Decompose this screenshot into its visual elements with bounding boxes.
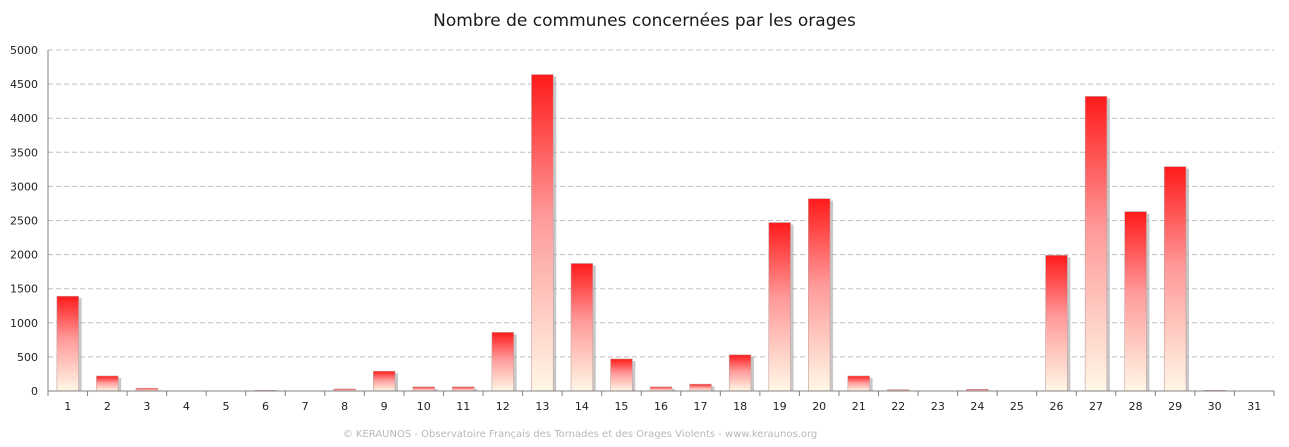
bar-day-2: [96, 375, 119, 392]
bar-day-19: [768, 222, 791, 392]
bar-day-17: [689, 383, 712, 392]
x-tick-label: 1: [64, 400, 71, 413]
x-tick-label: 28: [1129, 400, 1143, 413]
x-tick-label: 30: [1208, 400, 1222, 413]
bar-day-10: [412, 386, 435, 392]
x-tick-label: 2: [104, 400, 111, 413]
bar-day-27: [1084, 96, 1108, 392]
y-tick-label: 3000: [10, 180, 38, 193]
x-tick-label: 11: [456, 400, 470, 413]
x-tick-label: 17: [694, 400, 708, 413]
y-tick-label: 1000: [10, 317, 38, 330]
bar-day-9: [372, 370, 396, 392]
bar-day-14: [570, 263, 594, 392]
x-tick-label: 12: [496, 400, 510, 413]
x-tick-label: 19: [773, 400, 787, 413]
chart-title: Nombre de communes concernées par les or…: [433, 11, 856, 31]
y-tick-label: 4500: [10, 78, 38, 91]
x-tick-label: 18: [733, 400, 747, 413]
y-tick-label: 500: [17, 351, 38, 364]
x-tick-label: 13: [535, 400, 549, 413]
bar-day-11: [452, 386, 475, 392]
x-axis: 1 2 3 4 5 6 7 8 9 10 11 12 13 14 15 16 17 18 19 20 21 22 23 24 2…: [47, 50, 1275, 413]
x-tick-label: 7: [302, 400, 309, 413]
copyright-footer: © KERAUNOS - Observatoire Français des T…: [342, 429, 818, 440]
bar-day-12: [491, 332, 514, 392]
y-tick-label: 2500: [10, 215, 38, 228]
y-tick-label: 4000: [10, 112, 38, 125]
x-tick-label: 10: [417, 400, 431, 413]
x-tick-label: 16: [654, 400, 668, 413]
x-tick-label: 31: [1247, 400, 1261, 413]
y-tick-label: 1500: [10, 283, 38, 296]
x-tick-label: 8: [341, 400, 348, 413]
x-tick-label: 4: [183, 400, 190, 413]
x-tick-label: 22: [891, 400, 905, 413]
bar-day-18: [728, 354, 752, 392]
gridlines: [48, 49, 1274, 358]
y-tick-label: 0: [31, 385, 38, 398]
x-tick-label: 24: [970, 400, 984, 413]
bar-day-13: [531, 74, 554, 392]
x-tick-label: 9: [381, 400, 388, 413]
x-tick-label: 26: [1049, 400, 1063, 413]
bars: [56, 74, 1226, 392]
x-tick-label: 3: [143, 400, 150, 413]
bar-day-21: [847, 375, 870, 392]
bar-day-16: [649, 386, 673, 392]
y-tick-label: 2000: [10, 249, 38, 262]
bar-day-29: [1163, 166, 1187, 392]
x-tick-label: 5: [222, 400, 229, 413]
x-tick-label: 27: [1089, 400, 1103, 413]
bar-day-28: [1124, 211, 1147, 392]
y-tick-label: 3500: [10, 146, 38, 159]
x-tick-label: 6: [262, 400, 269, 413]
bar-day-20: [808, 198, 831, 392]
x-tick-label: 15: [614, 400, 628, 413]
y-tick-label: 5000: [10, 44, 38, 57]
bar-day-26: [1045, 254, 1068, 392]
x-tick-label: 25: [1010, 400, 1024, 413]
y-axis-ticks: 0 500 1000 1500 2000 2500 3000 3500 4000 4500 5000: [10, 44, 38, 398]
x-tick-label: 20: [812, 400, 826, 413]
bar-day-15: [610, 358, 633, 392]
bar-day-1: [56, 295, 79, 392]
x-tick-label: 21: [852, 400, 866, 413]
x-tick-label: 23: [931, 400, 945, 413]
x-tick-label: 14: [575, 400, 589, 413]
x-tick-label: 29: [1168, 400, 1182, 413]
